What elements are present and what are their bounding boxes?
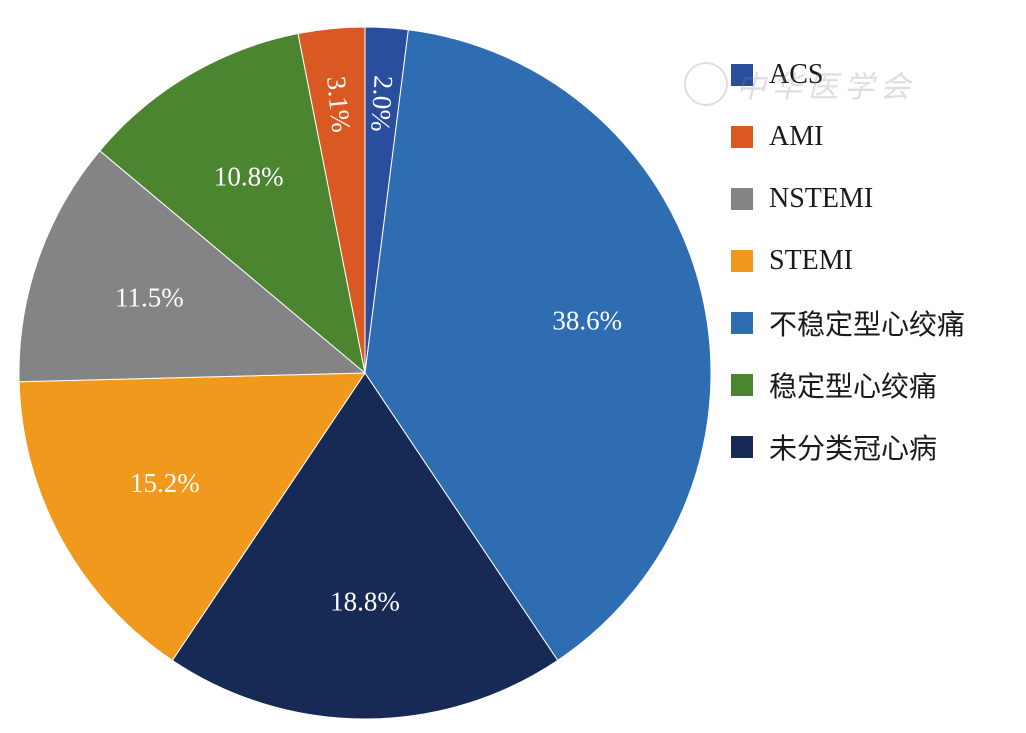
watermark-text: 中华医学会 (736, 70, 916, 105)
slice-value-label: 10.8% (214, 161, 284, 191)
pie-slice-labels: 2.0% 38.6% 18.8% 15.2% 11.5% 10.8% 3.1% (115, 75, 622, 617)
legend-item: NSTEMI (731, 168, 965, 230)
slice-value-label: 15.2% (130, 468, 200, 498)
legend-swatch (731, 188, 753, 210)
legend-item: 不稳定型心绞痛 (731, 292, 965, 354)
seal-icon (684, 62, 728, 106)
legend-swatch (731, 126, 753, 148)
legend-item: STEMI (731, 230, 965, 292)
slice-value-label: 18.8% (330, 586, 400, 616)
legend-label: 未分类冠心病 (769, 434, 938, 465)
slice-value-label: 3.1% (321, 75, 356, 134)
legend-label: NSTEMI (769, 183, 874, 214)
watermark: 中华医学会 (684, 62, 916, 106)
legend-swatch (731, 250, 753, 272)
slice-value-label: 38.6% (552, 305, 622, 335)
pie-chart: 2.0% 38.6% 18.8% 15.2% 11.5% 10.8% 3.1% (18, 26, 712, 720)
slice-value-label: 2.0% (365, 75, 398, 133)
legend-swatch (731, 64, 753, 86)
legend-label: ACS (769, 59, 824, 90)
legend-label: 不稳定型心绞痛 (769, 310, 966, 341)
pie-slices (18, 26, 712, 720)
pie-slice (171, 372, 559, 720)
legend-item: 稳定型心绞痛 (731, 354, 965, 416)
legend-swatch (731, 312, 753, 334)
pie-slice (99, 32, 366, 375)
legend-item: 未分类冠心病 (731, 416, 965, 478)
legend-swatch (731, 374, 753, 396)
legend-item: AMI (731, 106, 965, 168)
legend-label: 稳定型心绞痛 (769, 372, 938, 403)
legend-label: AMI (769, 121, 824, 152)
chart-legend: ACS AMI NSTEMI STEMI 不稳定型心绞痛 稳定型心绞痛 未分类冠心病 (731, 44, 965, 478)
pie-slice (297, 26, 366, 374)
pie-slice (364, 29, 712, 662)
legend-item: ACS (731, 44, 965, 106)
legend-label: STEMI (769, 245, 853, 276)
pie-slice (18, 150, 367, 383)
legend-swatch (731, 436, 753, 458)
pie-slice (18, 372, 366, 662)
slice-value-label: 11.5% (115, 283, 184, 313)
